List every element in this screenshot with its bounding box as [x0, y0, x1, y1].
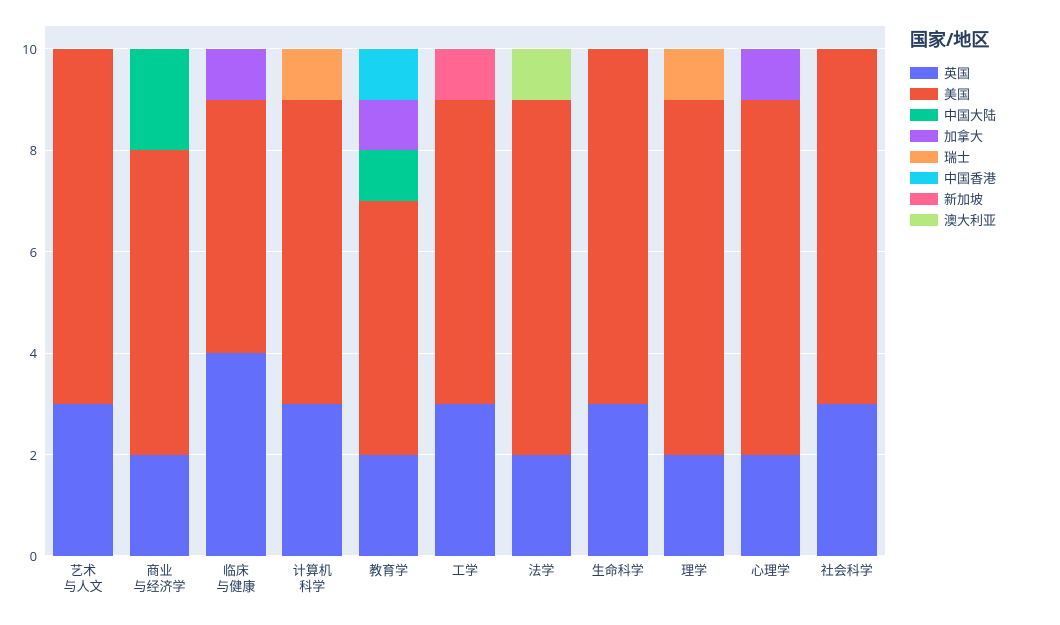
bar-segment[interactable] [53, 49, 113, 404]
bar-group [741, 26, 801, 556]
bar-segment[interactable] [588, 49, 648, 404]
x-tick-label: 社会科学 [809, 562, 885, 578]
bar-group [130, 26, 190, 556]
bar-segment[interactable] [359, 100, 419, 151]
bar-segment[interactable] [817, 49, 877, 404]
legend-label: 中国香港 [944, 168, 996, 187]
x-tick-label: 生命科学 [580, 562, 656, 578]
bar-group [435, 26, 495, 556]
bar-segment[interactable] [359, 201, 419, 455]
legend-label: 美国 [944, 84, 970, 103]
legend-swatch [910, 130, 938, 142]
bar-segment[interactable] [359, 150, 419, 201]
chart-root: 0 2 4 6 8 10 艺术 与人文商业 与经济学临床 与健康计算机 科学教育学工学法学生… [0, 0, 1060, 625]
legend-swatch [910, 88, 938, 100]
bar-segment[interactable] [512, 49, 572, 100]
x-tick-label: 临床 与健康 [198, 562, 274, 595]
legend-item[interactable]: 瑞士 [910, 146, 996, 167]
legend-item[interactable]: 中国香港 [910, 167, 996, 188]
legend-swatch [910, 193, 938, 205]
x-tick-label: 教育学 [350, 562, 426, 578]
plot-area [45, 26, 885, 556]
bar-group [282, 26, 342, 556]
bar-segment[interactable] [282, 49, 342, 100]
bar-group [359, 26, 419, 556]
x-tick-label: 心理学 [732, 562, 808, 578]
legend-item[interactable]: 中国大陆 [910, 104, 996, 125]
bar-segment[interactable] [741, 100, 801, 455]
legend-swatch [910, 67, 938, 79]
bar-segment[interactable] [741, 455, 801, 556]
bar-segment[interactable] [512, 100, 572, 455]
bar-group [206, 26, 266, 556]
x-tick-label: 艺术 与人文 [45, 562, 121, 595]
x-tick-label: 计算机 科学 [274, 562, 350, 595]
x-tick-label: 法学 [503, 562, 579, 578]
legend-swatch [910, 109, 938, 121]
bar-group [53, 26, 113, 556]
bar-group [664, 26, 724, 556]
legend: 国家/地区英国美国中国大陆加拿大瑞士中国香港新加坡澳大利亚 [910, 26, 996, 230]
bar-segment[interactable] [512, 455, 572, 556]
bar-segment[interactable] [282, 404, 342, 556]
bar-segment[interactable] [817, 404, 877, 556]
bar-segment[interactable] [130, 150, 190, 454]
legend-item[interactable]: 新加坡 [910, 188, 996, 209]
legend-swatch [910, 172, 938, 184]
bar-segment[interactable] [359, 49, 419, 100]
y-tick-label: 4 [30, 344, 37, 362]
legend-label: 加拿大 [944, 126, 983, 145]
legend-title: 国家/地区 [910, 26, 996, 52]
legend-swatch [910, 151, 938, 163]
bar-group [512, 26, 572, 556]
legend-item[interactable]: 美国 [910, 83, 996, 104]
legend-label: 中国大陆 [944, 105, 996, 124]
x-tick-label: 理学 [656, 562, 732, 578]
y-tick-label: 8 [30, 141, 37, 159]
y-tick-label: 6 [30, 243, 37, 261]
legend-swatch [910, 214, 938, 226]
bar-segment[interactable] [130, 49, 190, 150]
legend-label: 澳大利亚 [944, 210, 996, 229]
x-tick-label: 工学 [427, 562, 503, 578]
bar-segment[interactable] [130, 455, 190, 556]
bar-segment[interactable] [664, 100, 724, 455]
bar-segment[interactable] [206, 100, 266, 354]
x-tick-label: 商业 与经济学 [121, 562, 197, 595]
bar-group [817, 26, 877, 556]
y-tick-label: 10 [22, 40, 37, 58]
legend-label: 新加坡 [944, 189, 983, 208]
bar-segment[interactable] [435, 100, 495, 404]
bar-segment[interactable] [435, 49, 495, 100]
bar-group [588, 26, 648, 556]
bar-segment[interactable] [282, 100, 342, 404]
bar-segment[interactable] [664, 455, 724, 556]
bar-segment[interactable] [664, 49, 724, 100]
y-tick-label: 2 [30, 446, 37, 464]
legend-item[interactable]: 澳大利亚 [910, 209, 996, 230]
bar-segment[interactable] [53, 404, 113, 556]
bar-segment[interactable] [741, 49, 801, 100]
bar-segment[interactable] [588, 404, 648, 556]
bar-segment[interactable] [435, 404, 495, 556]
bar-segment[interactable] [206, 353, 266, 556]
legend-item[interactable]: 加拿大 [910, 125, 996, 146]
bar-segment[interactable] [359, 455, 419, 556]
y-tick-label: 0 [30, 547, 37, 565]
bar-segment[interactable] [206, 49, 266, 100]
legend-item[interactable]: 英国 [910, 62, 996, 83]
legend-label: 瑞士 [944, 147, 970, 166]
legend-label: 英国 [944, 63, 970, 82]
